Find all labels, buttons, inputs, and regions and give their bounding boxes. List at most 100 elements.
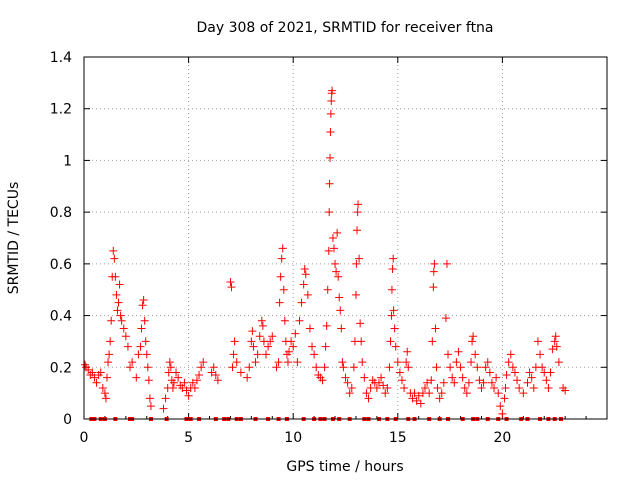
data-point bbox=[454, 347, 463, 356]
data-point bbox=[251, 358, 260, 367]
data-point bbox=[105, 350, 114, 359]
x-tick-label: 20 bbox=[493, 430, 511, 446]
data-point bbox=[325, 208, 334, 217]
data-point bbox=[433, 383, 442, 392]
data-point bbox=[429, 283, 438, 292]
data-point bbox=[264, 342, 273, 351]
data-point bbox=[184, 391, 193, 400]
data-point bbox=[305, 324, 314, 333]
data-point bbox=[469, 332, 478, 341]
data-point bbox=[291, 329, 300, 338]
data-point bbox=[427, 376, 436, 385]
data-point bbox=[542, 376, 551, 385]
y-tick-label: 1 bbox=[63, 153, 72, 169]
grid bbox=[84, 57, 607, 419]
data-point bbox=[481, 363, 490, 372]
data-point bbox=[351, 290, 360, 299]
data-point bbox=[188, 378, 197, 387]
data-point bbox=[283, 358, 292, 367]
data-point bbox=[111, 272, 120, 281]
data-point bbox=[513, 376, 522, 385]
data-point bbox=[310, 350, 319, 359]
data-point bbox=[444, 350, 453, 359]
data-point bbox=[92, 378, 101, 387]
y-tick-label: 0.8 bbox=[50, 205, 72, 221]
data-point bbox=[293, 358, 302, 367]
data-point bbox=[110, 254, 119, 263]
data-point bbox=[364, 394, 373, 403]
data-point bbox=[414, 391, 423, 400]
data-point bbox=[496, 402, 505, 411]
data-point bbox=[381, 389, 390, 398]
data-point bbox=[289, 342, 298, 351]
data-point bbox=[335, 293, 344, 302]
data-point bbox=[209, 363, 218, 372]
data-point bbox=[195, 371, 204, 380]
data-point bbox=[164, 368, 173, 377]
data-point bbox=[139, 296, 148, 305]
data-point bbox=[146, 402, 155, 411]
data-point bbox=[456, 363, 465, 372]
data-point bbox=[126, 363, 135, 372]
data-point bbox=[428, 337, 437, 346]
data-point bbox=[276, 272, 285, 281]
data-point bbox=[502, 371, 511, 380]
data-point bbox=[262, 350, 271, 359]
data-point bbox=[353, 226, 362, 235]
data-point bbox=[500, 394, 509, 403]
data-point bbox=[508, 363, 517, 372]
data-point bbox=[339, 363, 348, 372]
data-point bbox=[257, 316, 266, 325]
data-point bbox=[324, 246, 333, 255]
data-points bbox=[81, 86, 570, 421]
data-point bbox=[423, 378, 432, 387]
data-point bbox=[101, 394, 110, 403]
data-point bbox=[506, 350, 515, 359]
data-point bbox=[322, 321, 331, 330]
data-point bbox=[429, 267, 438, 276]
data-point bbox=[144, 376, 153, 385]
data-point bbox=[299, 280, 308, 289]
data-point bbox=[228, 363, 237, 372]
data-point bbox=[386, 337, 395, 346]
data-point bbox=[113, 306, 122, 315]
data-point bbox=[362, 389, 371, 398]
data-point bbox=[550, 337, 559, 346]
data-point bbox=[389, 254, 398, 263]
data-point bbox=[121, 332, 130, 341]
data-point bbox=[403, 347, 412, 356]
data-point bbox=[334, 272, 343, 281]
data-point bbox=[100, 389, 109, 398]
x-axis-label: GPS time / hours bbox=[286, 459, 403, 475]
data-point bbox=[232, 358, 241, 367]
data-point bbox=[458, 373, 467, 382]
data-point bbox=[554, 358, 563, 367]
data-point bbox=[546, 368, 555, 377]
data-point bbox=[96, 368, 105, 377]
data-point bbox=[207, 368, 216, 377]
data-point bbox=[395, 368, 404, 377]
data-point bbox=[300, 265, 309, 274]
data-point bbox=[353, 208, 362, 217]
data-point bbox=[327, 96, 336, 105]
data-point bbox=[90, 373, 99, 382]
data-point bbox=[272, 363, 281, 372]
data-point bbox=[479, 378, 488, 387]
x-tick-label: 10 bbox=[284, 430, 302, 446]
data-point bbox=[320, 363, 329, 372]
data-point bbox=[341, 373, 350, 382]
data-point bbox=[467, 358, 476, 367]
data-point bbox=[420, 383, 429, 392]
data-point bbox=[387, 311, 396, 320]
data-point bbox=[425, 389, 434, 398]
data-point bbox=[515, 383, 524, 392]
axis-ticks: 0 5 10 15 20 0 0.2 0.4 0.6 0.8 1 1.2 1.4 bbox=[50, 50, 608, 446]
data-point bbox=[253, 350, 262, 359]
data-point bbox=[132, 373, 141, 382]
data-point bbox=[431, 324, 440, 333]
data-point bbox=[247, 337, 256, 346]
chart-title: Day 308 of 2021, SRMTID for receiver ftn… bbox=[196, 20, 493, 36]
data-point bbox=[483, 358, 492, 367]
data-point bbox=[134, 350, 143, 359]
data-point bbox=[372, 383, 381, 392]
